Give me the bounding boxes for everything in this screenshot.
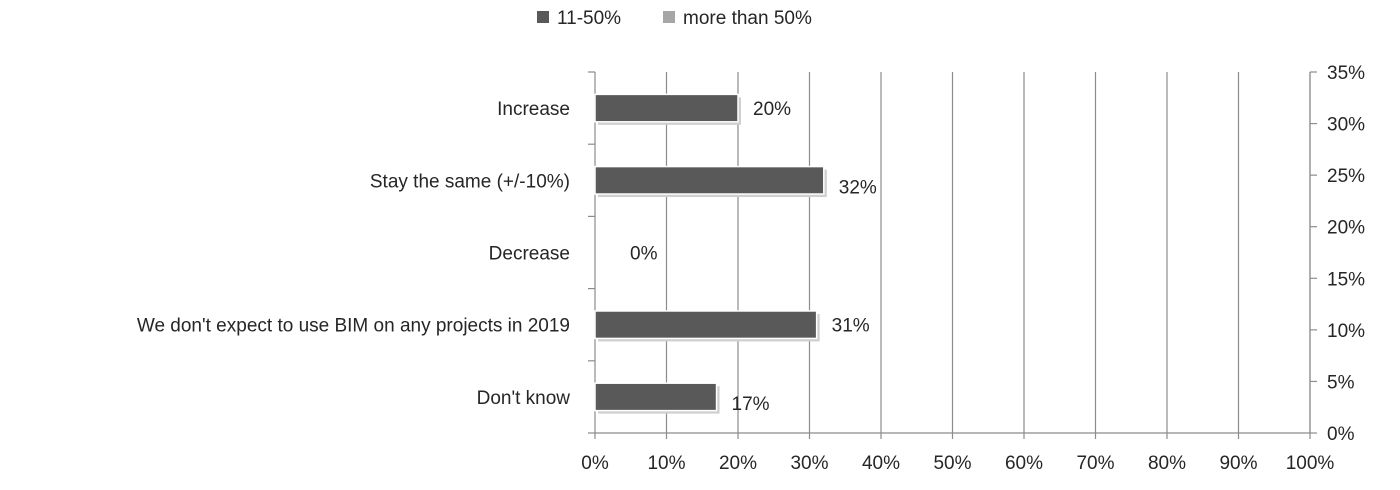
- data-label: 0%: [630, 244, 658, 265]
- data-label: 31%: [832, 316, 870, 337]
- secondary-y-tick-label: 20%: [1327, 218, 1365, 239]
- x-tick-label: 40%: [862, 453, 900, 474]
- legend-swatch: [663, 11, 675, 23]
- x-tick-label: 30%: [790, 453, 828, 474]
- category-label: Decrease: [489, 244, 570, 265]
- data-label: 20%: [753, 99, 791, 120]
- secondary-y-tick-label: 35%: [1327, 63, 1365, 84]
- secondary-y-tick-label: 30%: [1327, 115, 1365, 136]
- category-label: We don't expect to use BIM on any projec…: [137, 316, 570, 337]
- axes: [588, 71, 1317, 439]
- bars: [594, 93, 827, 414]
- data-label: 32%: [839, 177, 877, 198]
- secondary-y-tick-label: 25%: [1327, 166, 1365, 187]
- x-tick-label: 80%: [1148, 453, 1186, 474]
- bar: [594, 382, 718, 412]
- x-tick-label: 100%: [1286, 453, 1335, 474]
- x-tick-label: 0%: [581, 453, 609, 474]
- secondary-y-tick-label: 5%: [1327, 372, 1355, 393]
- x-tick-label: 10%: [647, 453, 685, 474]
- legend-label: more than 50%: [683, 8, 812, 29]
- category-label: Increase: [497, 99, 570, 120]
- legend-label: 11-50%: [557, 8, 621, 29]
- labels: 0% 10% 20% 30% 40% 50% 60% 70% 80% 90% 100% 0% 5% 10%…: [137, 63, 1365, 474]
- category-label: Don't know: [477, 388, 571, 409]
- x-tick-label: 90%: [1219, 453, 1257, 474]
- bar: [594, 93, 739, 123]
- legend: 11-50% more than 50%: [537, 8, 812, 29]
- gridlines: [665, 72, 1311, 433]
- x-tick-label: 70%: [1076, 453, 1114, 474]
- x-tick-label: 60%: [1005, 453, 1043, 474]
- secondary-y-tick-label: 0%: [1327, 424, 1355, 445]
- secondary-y-tick-label: 15%: [1327, 269, 1365, 290]
- secondary-y-tick-label: 10%: [1327, 321, 1365, 342]
- bar: [594, 310, 818, 340]
- x-tick-label: 50%: [933, 453, 971, 474]
- legend-swatch: [537, 11, 549, 23]
- bar: [594, 165, 825, 195]
- x-tick-label: 20%: [719, 453, 757, 474]
- data-label: 17%: [732, 394, 770, 415]
- category-label: Stay the same (+/-10%): [370, 171, 570, 192]
